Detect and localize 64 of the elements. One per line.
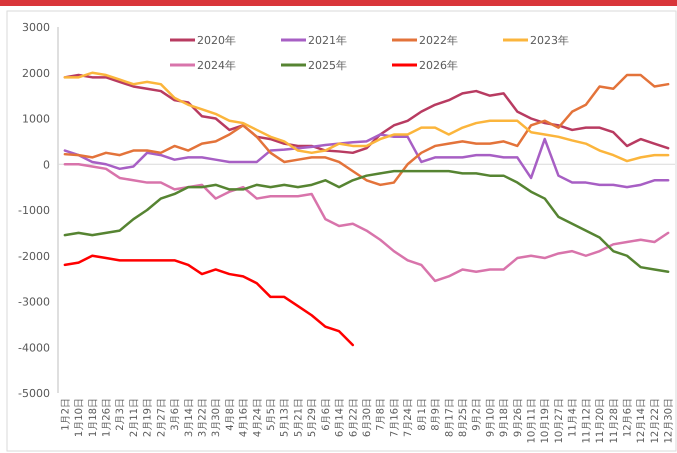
- legend-label: 2023年: [530, 34, 569, 47]
- x-tick-label: 11月28日: [608, 398, 620, 444]
- x-tick-label: 12月22日: [650, 398, 661, 444]
- x-tick-label: 2月19日: [142, 398, 154, 438]
- x-tick-label: 8月25日: [458, 398, 469, 438]
- x-tick-label: 4月16日: [238, 398, 250, 438]
- y-tick-label: -2000: [18, 250, 50, 263]
- y-tick-label: 0: [43, 158, 50, 172]
- x-tick-label: 1月26日: [101, 398, 112, 438]
- x-tick-label: 1月2日: [60, 398, 72, 431]
- x-tick-label: 1月10日: [74, 398, 86, 438]
- x-tick-label: 11月12日: [581, 398, 592, 444]
- legend-label: 2024年: [197, 59, 236, 72]
- x-tick-label: 6月14日: [334, 398, 346, 438]
- x-tick-label: 4月24日: [252, 398, 264, 438]
- x-tick-label: 11月20日: [595, 398, 606, 444]
- x-tick-label: 12月6日: [622, 398, 634, 438]
- x-tick-label: 5月29日: [307, 398, 318, 438]
- x-tick-label: 10月27日: [554, 398, 565, 444]
- y-tick-label: 1000: [22, 112, 50, 126]
- x-tick-label: 2月27日: [156, 398, 168, 438]
- x-tick-label: 2月11日: [128, 398, 140, 438]
- legend-label: 2026年: [419, 59, 458, 72]
- legend-label: 2020年: [197, 34, 236, 47]
- x-tick-label: 6月30日: [362, 398, 373, 438]
- x-tick-label: 8月9日: [430, 398, 442, 431]
- x-tick-label: 3月6日: [170, 398, 182, 431]
- x-tick-label: 5月13日: [280, 398, 291, 438]
- line-series: [64, 254, 354, 346]
- x-tick-label: 6月22日: [348, 398, 360, 438]
- x-tick-label: 9月10日: [485, 398, 496, 438]
- x-tick-label: 11月4日: [568, 398, 579, 438]
- x-tick-label: 9月2日: [472, 398, 483, 431]
- x-tick-label: 7月8日: [376, 398, 387, 431]
- x-tick-label: 1月18日: [88, 398, 99, 438]
- line-series: [64, 74, 670, 186]
- x-tick-label: 8月1日: [416, 398, 428, 431]
- x-tick-label: 5月5日: [266, 398, 278, 431]
- y-tick-label: -4000: [18, 341, 50, 354]
- x-tick-label: 4月8日: [224, 398, 236, 431]
- line-series: [64, 133, 670, 188]
- x-tick-label: 3月14日: [184, 398, 195, 438]
- y-tick-label: -5000: [18, 387, 50, 400]
- x-tick-label: 8月17日: [444, 398, 456, 438]
- legend-label: 2025年: [308, 59, 347, 72]
- x-tick-label: 10月11日: [526, 398, 538, 444]
- x-tick-label: 6月6日: [320, 398, 332, 431]
- x-tick-label: 3月22日: [197, 398, 208, 438]
- legend-label: 2022年: [419, 34, 458, 47]
- x-tick-label: 2月3日: [115, 398, 126, 431]
- x-tick-label: 7月24日: [403, 398, 414, 438]
- y-tick-label: 2000: [22, 66, 50, 80]
- y-tick-label: 3000: [22, 21, 50, 34]
- y-tick-label: -1000: [18, 204, 50, 217]
- x-tick-label: 5月21日: [293, 398, 304, 438]
- x-tick-label: 9月26日: [512, 398, 524, 438]
- x-tick-label: 3月30日: [211, 398, 222, 438]
- x-tick-label: 9月18日: [499, 398, 510, 438]
- y-tick-label: -3000: [18, 296, 50, 308]
- x-tick-label: 12月30日: [664, 398, 675, 444]
- legend-label: 2021年: [308, 34, 347, 47]
- x-tick-label: 10月19日: [540, 398, 552, 444]
- x-tick-label: 12月14日: [636, 398, 648, 444]
- x-tick-label: 7月16日: [389, 398, 400, 438]
